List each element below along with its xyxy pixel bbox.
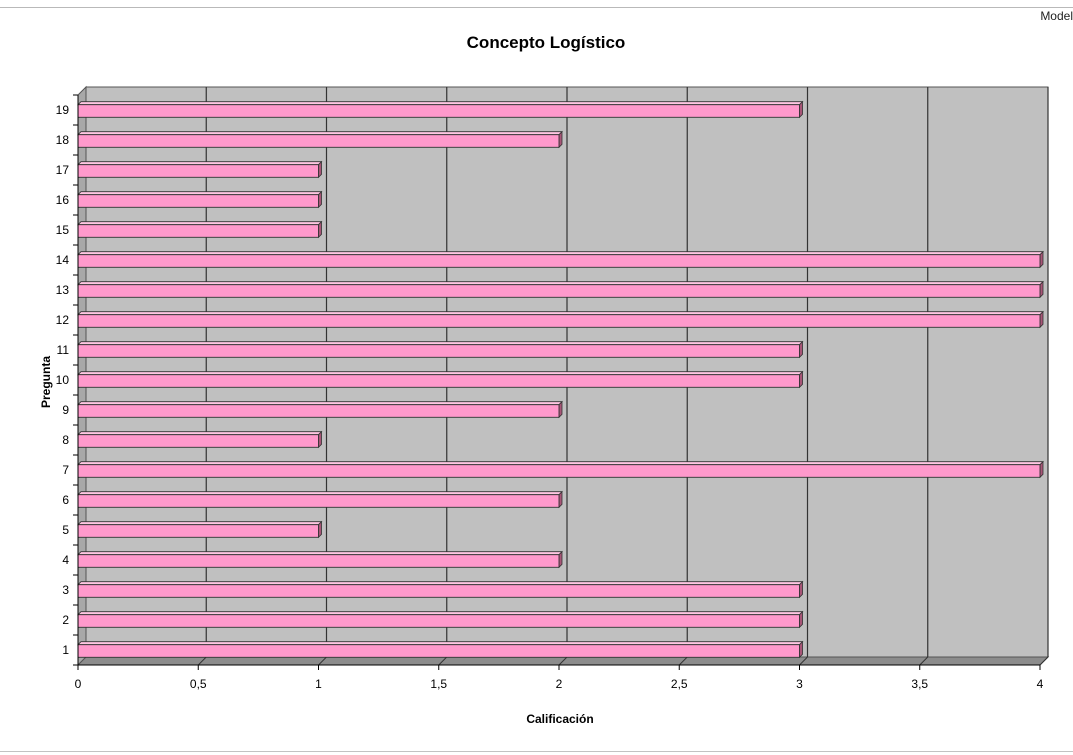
bar-end — [558, 400, 563, 419]
bar-group — [77, 190, 323, 209]
bar-end — [558, 490, 563, 509]
x-tick-label: 1,5 — [430, 677, 447, 691]
bar — [77, 254, 1041, 268]
x-tick-label: 3,5 — [911, 677, 928, 691]
y-tick-label: 11 — [57, 343, 70, 357]
y-tick-label: 17 — [56, 163, 70, 177]
y-tick-label: 6 — [62, 493, 69, 507]
bar — [77, 644, 800, 658]
bar-group — [77, 370, 804, 389]
y-tick-label: 8 — [62, 433, 69, 447]
bar-end — [318, 190, 322, 209]
bar-group — [77, 310, 1044, 329]
bar — [77, 284, 1041, 298]
x-tick-label: 2,5 — [671, 677, 688, 691]
y-tick-label: 19 — [56, 103, 70, 117]
bar-group — [77, 100, 804, 119]
bar-end — [318, 520, 322, 539]
bar-group — [77, 520, 323, 539]
bar-group — [77, 430, 323, 449]
bar — [77, 134, 560, 148]
bar — [77, 524, 319, 538]
bar-group — [77, 340, 804, 359]
bar — [77, 554, 560, 568]
bar — [77, 344, 800, 358]
bar-group — [77, 610, 804, 629]
bar-group — [77, 580, 804, 599]
bar-group — [77, 130, 563, 149]
x-tick-label: 0,5 — [190, 677, 207, 691]
y-tick-label: 13 — [56, 283, 70, 297]
gridline-floor — [799, 656, 808, 666]
bar — [77, 614, 800, 628]
bar-end — [318, 430, 322, 449]
bar-end — [558, 550, 563, 569]
x-tick-label: 2 — [556, 677, 563, 691]
bar — [77, 194, 319, 208]
bar-group — [77, 550, 563, 569]
bar-end — [318, 220, 322, 239]
bar — [77, 224, 319, 238]
y-tick-label: 16 — [56, 193, 70, 207]
gridline-floor — [197, 656, 207, 666]
gridline-floor — [919, 656, 929, 666]
bar-end — [318, 160, 322, 179]
x-tick-label: 0 — [75, 677, 82, 691]
gridline-floor — [1039, 656, 1049, 666]
x-axis-title: Calificación — [526, 712, 593, 726]
x-tick-label: 3 — [796, 677, 803, 691]
gridline-floor — [318, 656, 327, 666]
bar-group — [77, 640, 804, 659]
y-tick-label: 5 — [62, 523, 69, 537]
y-tick-label: 3 — [62, 583, 69, 597]
bar-end — [558, 130, 563, 149]
x-tick-label: 1 — [315, 677, 322, 691]
chart-title: Concepto Logístico — [467, 33, 626, 52]
bar-group — [77, 280, 1044, 299]
y-axis-title: Pregunta — [39, 356, 53, 408]
y-tick-label: 4 — [62, 553, 69, 567]
bar-group — [77, 400, 563, 419]
y-tick-label: 18 — [56, 133, 70, 147]
bar-group — [77, 460, 1044, 479]
bar — [77, 464, 1041, 478]
corner-label: Model — [1040, 9, 1073, 23]
x-tick-label: 4 — [1037, 677, 1044, 691]
bar — [77, 164, 319, 178]
y-tick-label: 14 — [56, 253, 70, 267]
bar — [77, 404, 560, 418]
y-tick-label: 2 — [62, 613, 69, 627]
y-tick-label: 1 — [62, 643, 69, 657]
y-tick-label: 7 — [62, 463, 69, 477]
bar — [77, 494, 560, 508]
bar — [77, 374, 800, 388]
y-tick-label: 9 — [62, 403, 69, 417]
bar — [77, 314, 1041, 328]
bar-series — [77, 100, 1044, 659]
bar — [77, 434, 319, 448]
y-tick-label: 10 — [56, 373, 70, 387]
axes — [73, 94, 1041, 670]
y-tick-label: 12 — [56, 313, 70, 327]
bar — [77, 584, 800, 598]
bar-group — [77, 250, 1044, 269]
bottom-divider — [0, 751, 1073, 752]
gridline-floor — [438, 656, 448, 666]
top-divider — [0, 7, 1073, 8]
gridline-floor — [558, 656, 568, 666]
gridline-floor — [678, 656, 688, 666]
y-tick-label: 15 — [56, 223, 70, 237]
bar-group — [77, 160, 323, 179]
bar-group — [77, 490, 563, 509]
bar-group — [77, 220, 323, 239]
bar — [77, 104, 800, 118]
